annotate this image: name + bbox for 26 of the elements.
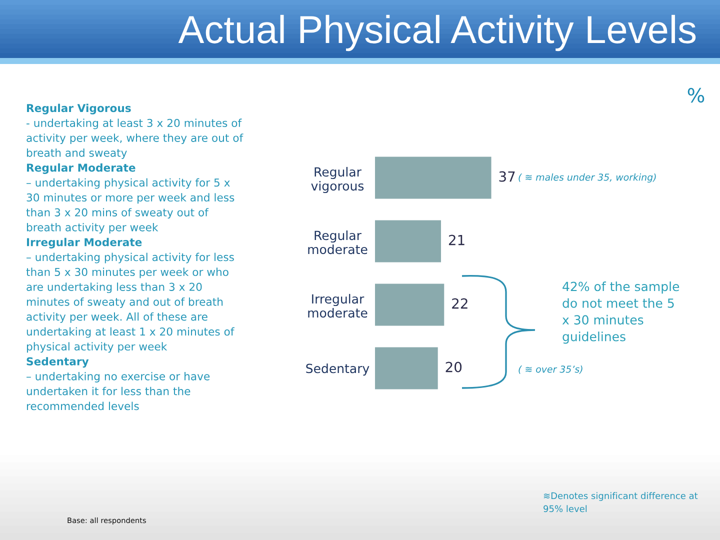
text: Irregular Moderate	[26, 238, 142, 248]
data-label: 37	[499, 171, 515, 182]
data-label: 21	[448, 234, 464, 246]
text: %	[688, 88, 704, 103]
y-tick-label: Regular moderate	[308, 230, 368, 254]
text: Sedentary	[26, 357, 89, 368]
text: Regular Moderate	[26, 163, 136, 174]
text: ≋Denotes significant difference at 95% level	[544, 492, 698, 512]
chart-title: Actual Physical Activity Levels	[178, 14, 696, 52]
bar	[375, 347, 438, 390]
text: 42% of the sample do not meet the 5 x 30 minutes guidelines	[562, 282, 680, 344]
bar	[375, 156, 492, 199]
y-tick-label: Irregular moderate	[308, 294, 368, 318]
bar	[375, 284, 444, 326]
text: - undertaking at least 3 x 20 minutes of activity per week, where they are out of breath and sweaty	[26, 118, 244, 159]
bar	[375, 220, 441, 262]
text: ( ≋ males under 35, working)	[518, 173, 656, 183]
y-tick-label: Regular vigorous	[311, 166, 364, 194]
data-label: 20	[446, 362, 462, 372]
text: – undertaking physical activity for less than 5 x 30 minutes per week or who are undertaking less than 3 x 20 minutes of sweaty and out of breath activity per week. All of these are undertaking at least 1 x 20 minutes of physical activity per week	[26, 252, 234, 353]
text: ( ≋ over 35’s)	[518, 365, 582, 374]
text: – undertaking no exercise or have undertaken it for less than the recommended levels	[26, 372, 210, 410]
y-tick-label: Sedentary	[306, 364, 370, 376]
text: Regular Vigorous	[26, 104, 131, 114]
text: – undertaking physical activity for 5 x 30 minutes or more per week and less than 3 x 20 mins of sweaty out of breath activity per week	[26, 178, 234, 234]
data-label: 22	[452, 298, 468, 309]
